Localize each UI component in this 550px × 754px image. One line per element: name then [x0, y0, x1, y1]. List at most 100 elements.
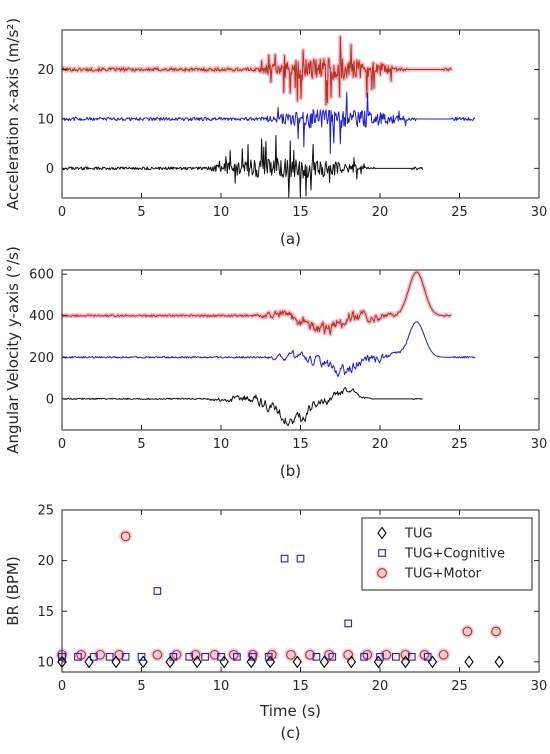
x-tick-label: 15 [292, 679, 309, 694]
panel-acceleration: 0 5 10 15 20 25 30 0 10 20 Acceleration x-axis (m… [4, 18, 547, 248]
y-tick-label: 10 [37, 112, 54, 127]
data-point-diamond [165, 655, 175, 669]
x-tick-label: 30 [531, 679, 548, 694]
data-point-square [280, 554, 289, 563]
panel-c-ylabel: BR (BPM) [4, 556, 22, 625]
data-point-diamond [265, 655, 275, 669]
data-point-square [392, 652, 400, 661]
data-point-square [376, 652, 384, 661]
legend: TUG TUG+Cognitive TUG+Motor [361, 517, 533, 591]
data-point-square [407, 652, 416, 661]
x-tick-label: 10 [213, 679, 230, 694]
x-tick-label: 0 [58, 437, 66, 452]
y-tick-label: 25 [37, 504, 54, 519]
x-tick-label: 15 [292, 437, 309, 452]
legend-marker [377, 526, 387, 540]
y-tick-label: 20 [37, 63, 54, 78]
y-tick-label: 600 [29, 268, 54, 283]
data-point-square [296, 554, 305, 563]
data-point-diamond [138, 655, 148, 669]
data-point-diamond [346, 655, 357, 669]
data-point-square [105, 652, 114, 661]
data-point-diamond [464, 655, 474, 669]
series-line [61, 321, 476, 377]
series-line [61, 387, 423, 427]
data-point-circle [438, 649, 449, 660]
data-point-square [423, 652, 432, 661]
data-point-square [74, 652, 82, 661]
data-point-circle [462, 626, 473, 637]
series-line [61, 271, 452, 335]
y-tick-label: 20 [37, 554, 54, 569]
data-point-diamond [400, 655, 411, 669]
data-point-square [153, 587, 162, 595]
data-point-square [360, 652, 368, 661]
panel-b-frame [61, 269, 540, 431]
x-tick-label: 20 [372, 679, 389, 694]
x-tick-label: 30 [531, 205, 548, 220]
panel-angular-velocity: 0 5 10 15 20 25 30 0 200 400 600 Angular Velocity … [4, 246, 547, 480]
data-point-diamond [373, 655, 384, 669]
data-point-square [264, 652, 273, 661]
x-tick-label: 5 [137, 679, 145, 694]
data-point-circle [400, 649, 411, 660]
x-tick-label: 30 [531, 437, 548, 452]
legend-label-tug-cognitive: TUG+Cognitive [404, 547, 505, 562]
x-tick-label: 25 [451, 205, 468, 220]
x-tick-label: 5 [137, 205, 145, 220]
x-tick-label: 10 [213, 437, 230, 452]
data-point-diamond [84, 655, 94, 669]
data-point-diamond [292, 655, 303, 669]
x-tick-label: 20 [372, 205, 389, 220]
x-tick-label: 15 [292, 205, 309, 220]
data-point-square [328, 652, 337, 661]
data-point-circle [95, 649, 106, 660]
data-point-circle [491, 626, 501, 637]
data-point-diamond [111, 655, 121, 669]
y-tick-label: 0 [46, 392, 54, 407]
data-point-diamond [319, 655, 330, 669]
data-point-square [312, 652, 321, 661]
data-point-square [89, 652, 98, 661]
panel-a-frame [61, 29, 540, 199]
y-tick-label: 400 [29, 309, 54, 324]
panel-a-ylabel: Acceleration x-axis (m/s²) [4, 18, 22, 210]
series-line [61, 134, 424, 198]
series-halo [60, 270, 453, 337]
data-point-circle [305, 649, 315, 660]
series-line [61, 91, 476, 155]
data-point-square [201, 652, 209, 661]
panel-a-caption: (a) [280, 230, 301, 248]
legend-marker [378, 549, 386, 557]
panel-b-ylabel: Angular Velocity y-axis (°/s) [4, 246, 22, 454]
data-point-circle [343, 649, 354, 660]
y-tick-label: 15 [37, 605, 54, 620]
data-point-circle [120, 531, 131, 542]
data-point-diamond [427, 655, 438, 669]
panel-c-caption: (c) [281, 724, 301, 742]
data-point-square [344, 619, 353, 628]
y-tick-label: 0 [46, 162, 54, 177]
data-point-circle [152, 649, 163, 660]
x-tick-label: 0 [58, 679, 66, 694]
data-point-diamond [246, 655, 256, 669]
x-tick-label: 25 [451, 437, 468, 452]
y-tick-label: 200 [29, 351, 54, 366]
data-point-diamond [219, 655, 229, 669]
data-point-diamond [192, 655, 202, 669]
data-point-square [248, 652, 257, 661]
data-point-square [121, 652, 130, 661]
data-point-square [137, 652, 146, 661]
x-tick-label: 5 [137, 437, 145, 452]
legend-item-tug-motor: TUG+Motor [375, 566, 482, 582]
panel-b-caption: (b) [280, 462, 301, 480]
data-point-circle [286, 649, 296, 660]
x-tick-label: 10 [213, 205, 230, 220]
data-point-circle [209, 649, 220, 660]
y-tick-label: 10 [37, 655, 54, 670]
panel-c-xlabel: Time (s) [259, 702, 321, 720]
legend-marker [377, 568, 387, 578]
legend-label-tug: TUG [404, 527, 433, 542]
legend-item-tug: TUG [377, 526, 433, 542]
